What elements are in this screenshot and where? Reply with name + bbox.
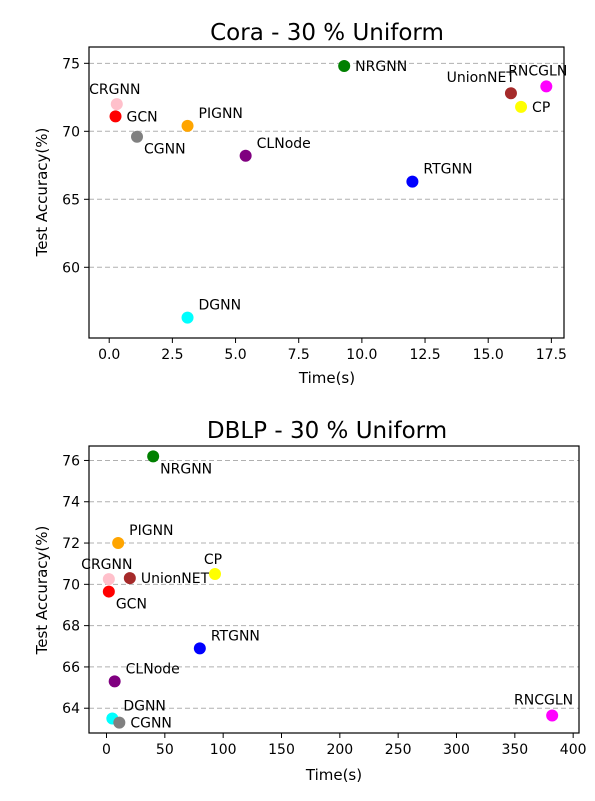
y-tick-label: 75 bbox=[62, 56, 80, 72]
point-label: NRGNN bbox=[160, 461, 212, 477]
point-unionnet bbox=[504, 87, 517, 100]
point-label: RTGNN bbox=[211, 628, 260, 644]
point-nrgnn bbox=[338, 60, 351, 73]
point-rtgnn bbox=[193, 642, 206, 655]
y-axis: 60 65 70 75 bbox=[62, 56, 89, 276]
y-tick-label: 70 bbox=[62, 577, 80, 593]
point-label: UnionNET bbox=[141, 571, 210, 587]
point-label: CP bbox=[204, 552, 222, 568]
point-label: CGNN bbox=[144, 142, 186, 158]
point-rncgln bbox=[546, 709, 559, 722]
point-nrgnn bbox=[147, 450, 160, 463]
x-tick-label: 5.0 bbox=[224, 347, 246, 363]
y-tick-label: 65 bbox=[62, 192, 80, 208]
point-crgnn bbox=[110, 98, 123, 111]
y-tick-label: 72 bbox=[62, 536, 80, 552]
x-tick-label: 15.0 bbox=[473, 347, 504, 363]
x-tick-label: 0.0 bbox=[98, 347, 120, 363]
x-tick-label: 400 bbox=[560, 742, 587, 758]
y-tick-label: 68 bbox=[62, 619, 80, 635]
point-gcn bbox=[102, 585, 115, 598]
plot-frame bbox=[88, 445, 580, 734]
data-points: NRGNN PIGNN CRGNN UnionNET CP GCN RTGNN CLNode D… bbox=[81, 450, 573, 732]
x-axis-label: Time(s) bbox=[298, 369, 355, 387]
point-label: DGNN bbox=[123, 699, 166, 715]
point-gcn bbox=[109, 110, 122, 123]
point-pignn bbox=[112, 537, 125, 550]
dblp-scatter-chart: DBLP - 30 % Uniform 0 50 100 150 200 250 300 35… bbox=[33, 418, 587, 784]
point-label: PIGNN bbox=[199, 106, 243, 122]
x-axis: 0.0 2.5 5.0 7.5 10.0 12.5 15.0 17.5 bbox=[98, 338, 567, 363]
point-label: CLNode bbox=[257, 136, 311, 152]
x-tick-label: 200 bbox=[326, 742, 353, 758]
y-axis-label: Test Accuracy(%) bbox=[33, 526, 51, 656]
point-label: CP bbox=[532, 100, 550, 116]
y-tick-label: 70 bbox=[62, 124, 80, 140]
x-tick-label: 17.5 bbox=[536, 347, 567, 363]
chart-title: Cora - 30 % Uniform bbox=[210, 20, 444, 46]
point-label: RTGNN bbox=[423, 162, 472, 178]
point-label: CGNN bbox=[130, 716, 172, 732]
chart-title: DBLP - 30 % Uniform bbox=[207, 418, 447, 444]
point-unionnet bbox=[123, 572, 136, 585]
point-label: CRGNN bbox=[89, 82, 140, 98]
y-axis: 64 66 68 70 72 74 76 bbox=[62, 453, 89, 717]
point-label: NRGNN bbox=[355, 59, 407, 75]
point-clnode bbox=[108, 675, 121, 688]
point-pignn bbox=[181, 119, 194, 132]
point-cp bbox=[209, 568, 221, 581]
point-clnode bbox=[239, 149, 252, 162]
point-cp bbox=[515, 100, 528, 113]
point-rtgnn bbox=[406, 175, 419, 188]
x-tick-label: 7.5 bbox=[288, 347, 310, 363]
y-tick-label: 60 bbox=[62, 260, 80, 276]
x-tick-label: 150 bbox=[268, 742, 295, 758]
cora-scatter-chart: Cora - 30 % Uniform 0.0 2.5 5.0 7.5 10.0 12.5… bbox=[33, 20, 567, 387]
y-tick-label: 76 bbox=[62, 453, 80, 469]
x-tick-label: 2.5 bbox=[161, 347, 183, 363]
x-axis-label: Time(s) bbox=[305, 766, 362, 784]
point-label: RNCGLN bbox=[508, 63, 567, 79]
x-tick-label: 12.5 bbox=[409, 347, 440, 363]
grid-layer bbox=[89, 62, 564, 268]
point-label: UnionNET bbox=[447, 70, 516, 86]
point-cgnn bbox=[113, 716, 126, 729]
point-label: DGNN bbox=[199, 298, 242, 314]
point-dgnn bbox=[181, 311, 194, 324]
point-crgnn bbox=[102, 573, 115, 586]
y-tick-label: 74 bbox=[62, 495, 80, 511]
point-label: RNCGLN bbox=[514, 692, 573, 708]
y-axis-label: Test Accuracy(%) bbox=[33, 128, 51, 258]
x-tick-label: 0 bbox=[102, 742, 111, 758]
x-axis: 0 50 100 150 200 250 300 350 400 bbox=[102, 733, 587, 758]
x-tick-label: 350 bbox=[501, 742, 528, 758]
point-label: CLNode bbox=[126, 661, 180, 677]
data-points: CRGNN GCN CGNN PIGNN CLNode NRGNN RTGNN UnionNE… bbox=[89, 59, 567, 324]
x-tick-label: 250 bbox=[385, 742, 412, 758]
point-label: PIGNN bbox=[129, 523, 173, 539]
grid-layer bbox=[89, 459, 579, 709]
point-rncgln bbox=[540, 80, 553, 93]
plot-frame bbox=[88, 46, 565, 339]
x-tick-label: 300 bbox=[443, 742, 470, 758]
point-label: CRGNN bbox=[81, 557, 132, 573]
y-tick-label: 64 bbox=[62, 701, 80, 717]
x-tick-label: 10.0 bbox=[346, 347, 377, 363]
point-label: GCN bbox=[116, 597, 147, 613]
x-tick-label: 100 bbox=[210, 742, 237, 758]
point-label: GCN bbox=[127, 109, 158, 125]
x-tick-label: 50 bbox=[156, 742, 174, 758]
y-tick-label: 66 bbox=[62, 660, 80, 676]
point-cgnn bbox=[131, 130, 144, 143]
